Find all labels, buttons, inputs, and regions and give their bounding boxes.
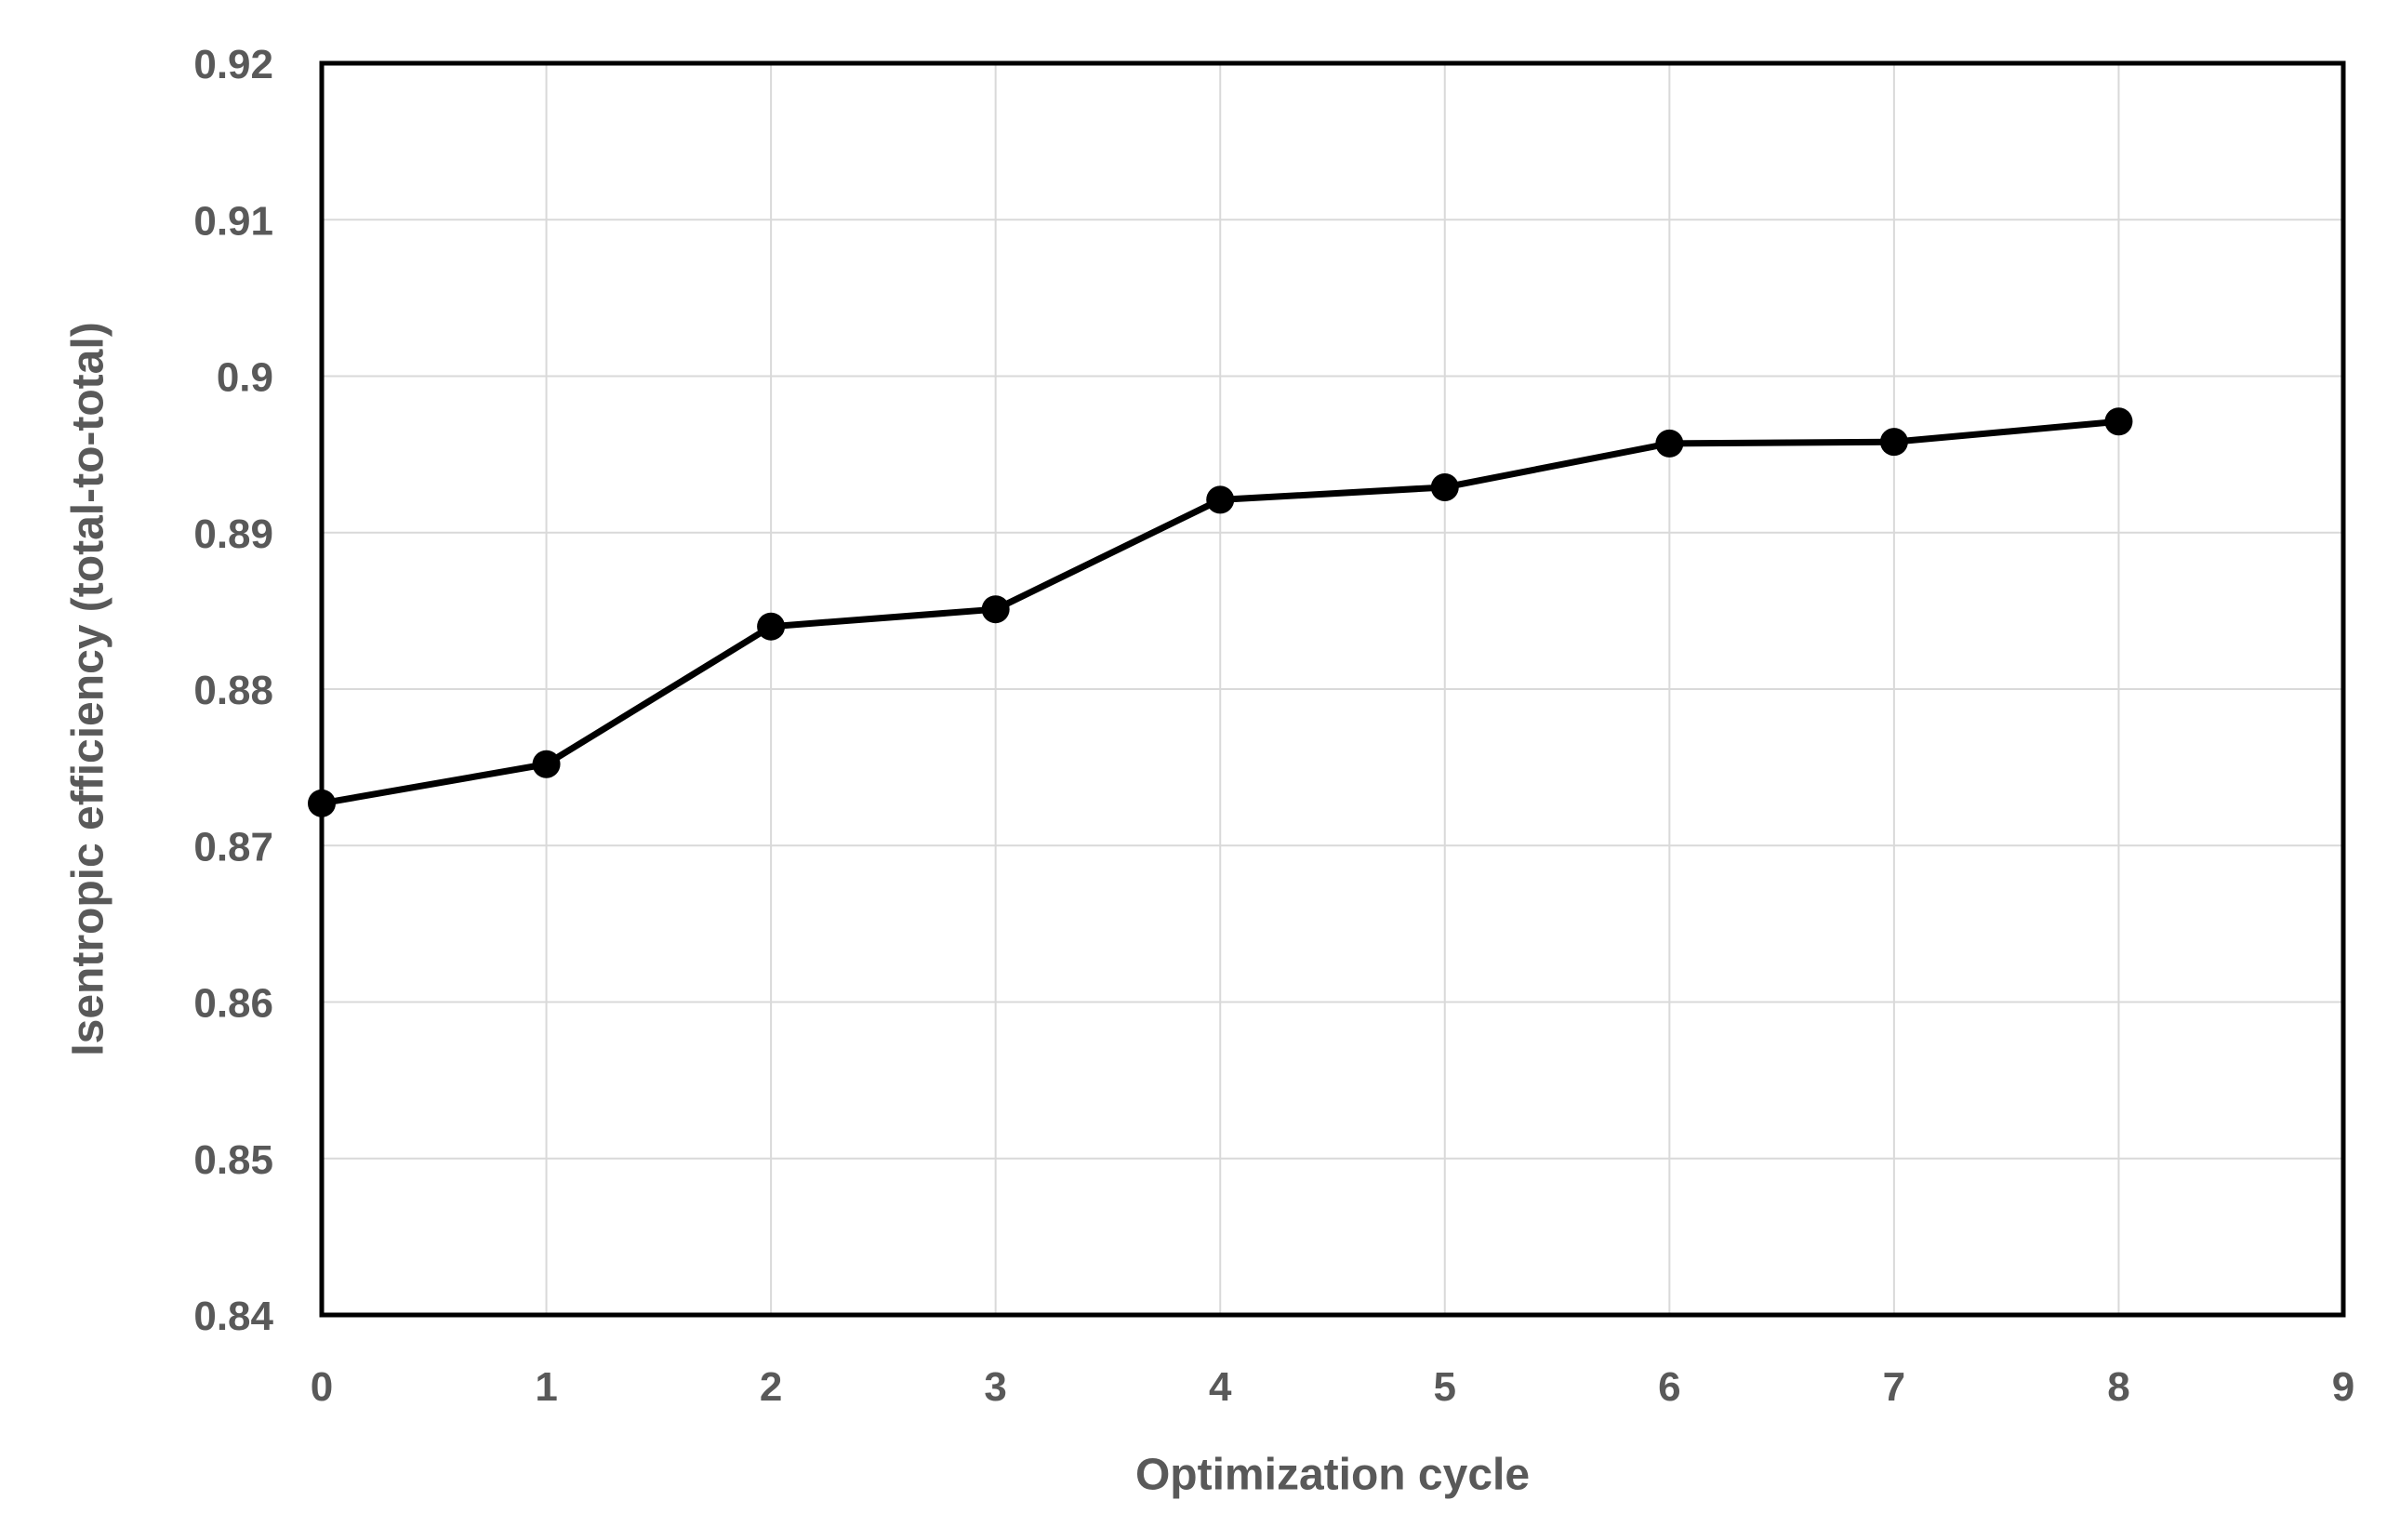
- y-tick-label: 0.9: [217, 355, 273, 401]
- data-point: [308, 789, 336, 817]
- data-point: [2104, 407, 2133, 436]
- x-axis-title: Optimization cycle: [1134, 1450, 1531, 1500]
- y-tick-label: 0.85: [193, 1137, 273, 1183]
- y-tick-label: 0.86: [193, 981, 273, 1027]
- x-tick-label: 0: [311, 1364, 333, 1410]
- y-axis-title: Isentropic efficiency (total-to-total): [63, 322, 113, 1056]
- x-tick-label: 9: [2332, 1364, 2354, 1410]
- y-tick-label: 0.91: [193, 198, 273, 244]
- x-tick-label: 8: [2107, 1364, 2129, 1410]
- data-point: [1879, 428, 1908, 457]
- data-point: [1430, 472, 1459, 501]
- plot-border: [319, 60, 2346, 1318]
- data-point: [757, 612, 786, 641]
- data-point: [1206, 485, 1235, 514]
- x-tick-label: 3: [984, 1364, 1006, 1410]
- x-tick-label: 2: [760, 1364, 782, 1410]
- data-point: [532, 750, 561, 778]
- x-tick-label: 1: [535, 1364, 557, 1410]
- y-tick-label: 0.88: [193, 668, 273, 713]
- x-tick-label: 4: [1209, 1364, 1232, 1410]
- y-tick-label: 0.84: [193, 1294, 273, 1339]
- y-tick-label: 0.92: [193, 42, 273, 87]
- data-point: [1655, 429, 1684, 458]
- x-tick-label: 7: [1883, 1364, 1905, 1410]
- x-tick-label: 6: [1658, 1364, 1680, 1410]
- x-tick-label: 5: [1434, 1364, 1456, 1410]
- y-tick-label: 0.87: [193, 824, 273, 870]
- y-tick-label: 0.89: [193, 511, 273, 557]
- data-point: [981, 595, 1010, 624]
